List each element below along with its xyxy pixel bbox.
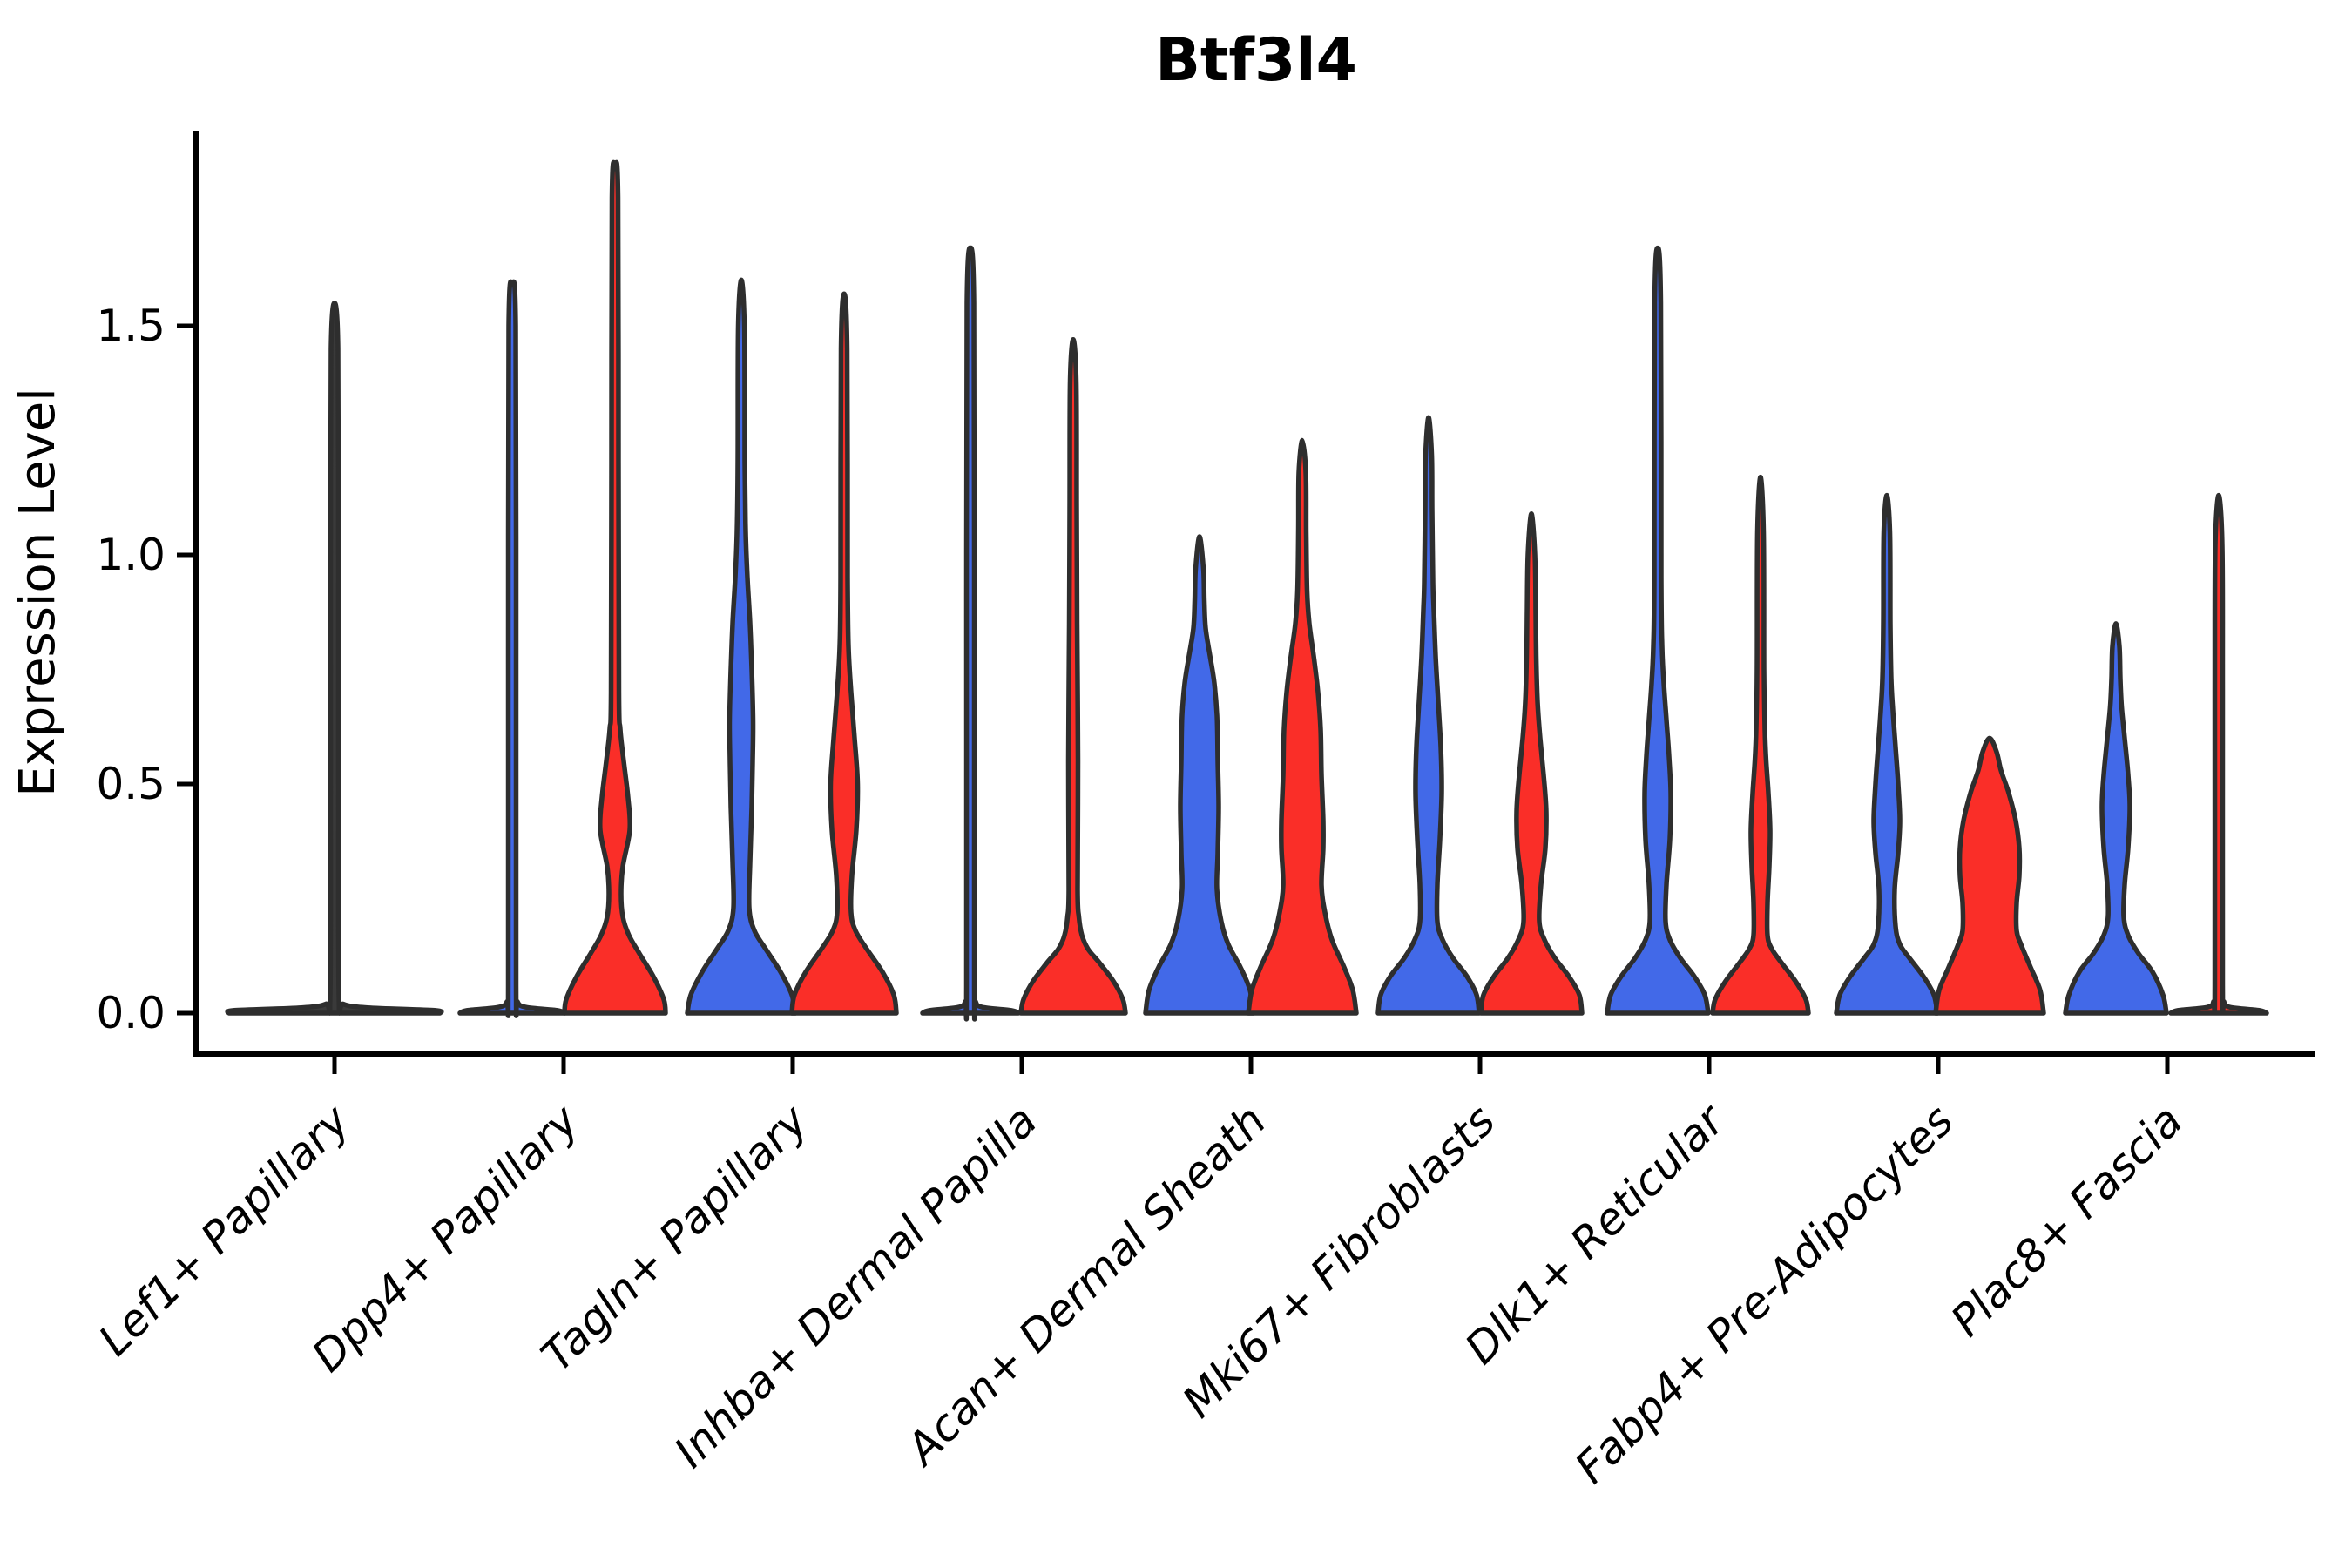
violin-dlk1-reticular-blue [1605, 245, 1711, 1016]
violin-lef1-papillary-single [225, 300, 444, 1016]
violin-acan-dermal-sheath-red [1246, 437, 1359, 1016]
x-tick-label-acan-dermal-sheath: Acan+ Dermal Sheath [896, 1095, 1276, 1476]
y-axis-label: Expression Level [10, 388, 66, 797]
x-tick-label-inhba-dermal-papilla: Inhba+ Dermal Papilla [665, 1095, 1046, 1477]
violin-tagln-papillary-red [789, 291, 899, 1016]
violin-inhba-dermal-papilla-red [1018, 337, 1128, 1016]
violin-dlk1-reticular-red [1710, 474, 1811, 1016]
violin-plac8-fascia-blue [2063, 621, 2169, 1016]
y-tick-layer: 0.0 0.5 1.0 1.5 [96, 301, 196, 1038]
violin-fabp4-pre-adipocytes-red [1933, 735, 2046, 1016]
violin-acan-dermal-sheath-blue [1143, 534, 1256, 1016]
x-tick-label-fabp4-pre-adipocytes: Fabp4+ Pre-Adipocytes [1565, 1095, 1963, 1493]
y-tick-label: 0.0 [96, 988, 166, 1038]
violin-dpp4-papillary-red [562, 159, 668, 1016]
x-tick-label-plac8-fascia: Plac8+ Fascia [1942, 1095, 2193, 1346]
y-tick-label: 0.5 [96, 759, 166, 809]
violin-mki67-fibroblasts-blue [1375, 415, 1482, 1016]
y-axis: 0.0 0.5 1.0 1.5 [96, 131, 199, 1054]
violin-plac8-fascia-red [2168, 492, 2269, 1016]
violin-inhba-dermal-papilla-blue [920, 245, 1021, 1022]
violin-dpp4-papillary-blue [457, 279, 567, 1018]
plot-title: Btf3l4 [1155, 26, 1357, 95]
violin-mki67-fibroblasts-red [1478, 510, 1585, 1016]
x-tick-label-lef1-papillary: Lef1+ Papillary [89, 1094, 360, 1365]
violins-layer [225, 159, 2269, 1022]
violin-tagln-papillary-blue [685, 277, 798, 1016]
violin-fabp4-pre-adipocytes-blue [1834, 492, 1940, 1016]
y-tick-label: 1.5 [96, 301, 166, 351]
y-tick-label: 1.0 [96, 530, 166, 580]
